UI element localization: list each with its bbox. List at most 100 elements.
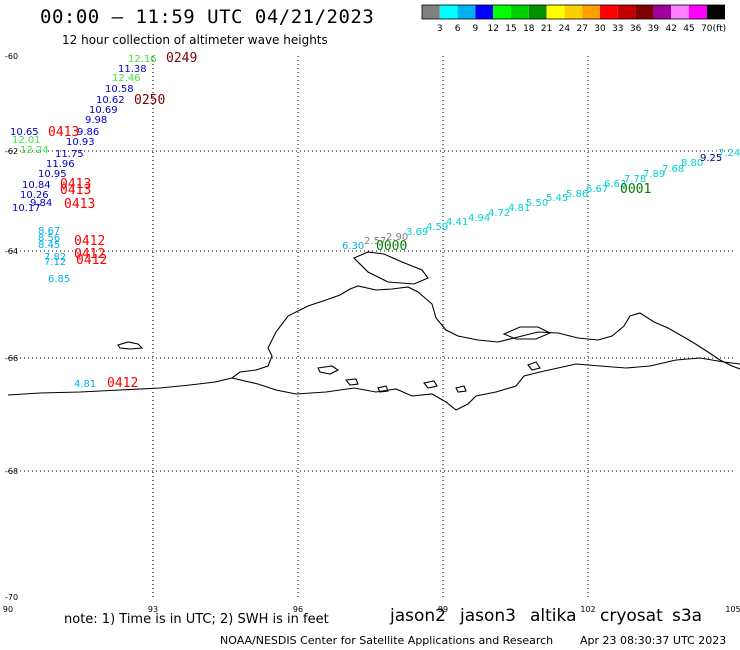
legend-label: 33 xyxy=(612,24,623,34)
islet-2 xyxy=(344,378,359,386)
observation-label: 12.24 xyxy=(20,145,49,156)
pass-time-label: 0250 xyxy=(134,93,165,108)
islet-3 xyxy=(423,380,438,389)
observation-label: 11.75 xyxy=(55,149,84,160)
legend-frame xyxy=(421,4,726,20)
legend-label: 70 xyxy=(701,24,713,34)
observation-label: 9.86 xyxy=(77,127,99,138)
observation-label: 4.94 xyxy=(468,213,490,224)
footer-generated-time: Apr 23 08:30:37 UTC 2023 xyxy=(580,634,727,647)
legend-swatch xyxy=(564,5,583,19)
satellite-cryosat: cryosat xyxy=(600,606,663,626)
pass-time-label: 0001 xyxy=(620,182,651,197)
legend-label: 36 xyxy=(630,24,642,34)
islet-5 xyxy=(527,361,541,371)
legend-swatch xyxy=(653,5,672,19)
lat-tick-label: -62 xyxy=(5,147,18,156)
legend-swatch xyxy=(493,5,511,19)
axis-ticks: 90 93 96 99 102 105 -60 -62 -64 -66 -68 -70 xyxy=(3,52,740,614)
observation-label: 10.58 xyxy=(105,84,134,95)
legend-unit: (ft) xyxy=(713,24,727,34)
observation-label: 7.89 xyxy=(643,169,665,180)
observation-label: 6.30 xyxy=(342,241,364,252)
legend-swatch xyxy=(457,5,476,19)
lon-tick-label: 93 xyxy=(148,605,158,614)
lon-tick-label: 90 xyxy=(3,605,13,614)
observation-label: 7.78 xyxy=(624,174,646,185)
observation-label: 10.93 xyxy=(66,137,95,148)
observation-label: 4.81 xyxy=(508,203,530,214)
lon-tick-label: 105 xyxy=(725,605,740,614)
legend-label: 39 xyxy=(648,24,660,34)
legend-label: 30 xyxy=(594,24,606,34)
observation-label: 10.62 xyxy=(96,95,125,106)
pass-time-label: 0000 xyxy=(376,239,407,254)
legend-label: 3 xyxy=(437,24,443,34)
islet-6 xyxy=(377,385,389,393)
observation-label: 7.68 xyxy=(662,164,684,175)
observation-label: 3.69 xyxy=(406,227,428,238)
legend-label: 45 xyxy=(683,24,694,34)
legend-swatch xyxy=(439,5,458,19)
pass-time-label: 0413 xyxy=(60,183,91,198)
island-north xyxy=(353,251,429,285)
observation-label: 9.84 xyxy=(30,198,52,209)
legend-swatch xyxy=(617,5,636,19)
observation-label: 12.46 xyxy=(112,73,141,84)
observation-label: 6.67 xyxy=(586,184,608,195)
page-title: 00:00 – 11:59 UTC 04/21/2023 xyxy=(40,6,375,28)
observation-label: 10.84 xyxy=(22,180,51,191)
footer-note: note: 1) Time is in UTC; 2) SWH is in fe… xyxy=(64,612,329,627)
legend-label: 12 xyxy=(487,24,498,34)
legend-label: 24 xyxy=(559,24,571,34)
observation-label: 11.38 xyxy=(118,64,147,75)
legend-label: 15 xyxy=(505,24,516,34)
coastline-main xyxy=(7,285,740,396)
satellite-jason3: jason3 xyxy=(460,606,516,626)
observation-label: 9.98 xyxy=(85,115,107,126)
satellite-s3a: s3a xyxy=(672,606,703,626)
legend-label: 42 xyxy=(665,24,676,34)
legend-label: 18 xyxy=(523,24,535,34)
antarctic-coastline xyxy=(7,251,740,411)
pass-time-label: 0249 xyxy=(166,51,197,66)
legend-swatch xyxy=(635,5,654,19)
observation-label: 6.63 xyxy=(604,179,626,190)
observation-label: 4.41 xyxy=(446,217,468,228)
legend-swatch xyxy=(689,5,707,19)
pass-time-labels: 0249025004130413041304130412041204120000… xyxy=(48,51,651,391)
islet-4 xyxy=(455,385,467,393)
lat-tick-label: -70 xyxy=(5,593,18,602)
legend-swatch xyxy=(528,5,547,19)
legend-label: 9 xyxy=(473,24,479,34)
legend-swatch xyxy=(475,5,494,19)
lat-lon-grid xyxy=(8,56,733,597)
observation-label: 7.12 xyxy=(44,257,66,268)
observation-label: 10.95 xyxy=(38,169,67,180)
legend-swatch xyxy=(706,5,725,19)
observation-label: 8.67 xyxy=(38,226,60,237)
legend-label: 27 xyxy=(576,24,587,34)
observation-label: 8.80 xyxy=(681,158,703,169)
legend-swatch xyxy=(422,5,440,19)
footer-credit: NOAA/NESDIS Center for Satellite Applica… xyxy=(220,634,554,647)
lat-tick-label: -60 xyxy=(5,52,18,61)
observation-label: 8.56 xyxy=(38,233,60,244)
island-west xyxy=(117,341,144,350)
observation-label: 6.85 xyxy=(48,274,70,285)
observation-label: 9.25 xyxy=(700,153,722,164)
observation-label: 10.69 xyxy=(89,105,118,116)
island-east xyxy=(502,326,552,340)
pass-time-label: 0412 xyxy=(74,234,105,249)
observation-label: 10.65 xyxy=(10,127,39,138)
observation-label: 12.01 xyxy=(12,135,41,146)
lon-tick-label: 102 xyxy=(580,605,595,614)
observation-label: 2.90 xyxy=(386,232,408,243)
lon-tick-label: 96 xyxy=(293,605,303,614)
pass-time-label: 0413 xyxy=(64,197,95,212)
pass-time-label: 0412 xyxy=(107,376,138,391)
observation-label: 5.45 xyxy=(546,193,568,204)
observation-label: 10.17 xyxy=(12,203,41,214)
